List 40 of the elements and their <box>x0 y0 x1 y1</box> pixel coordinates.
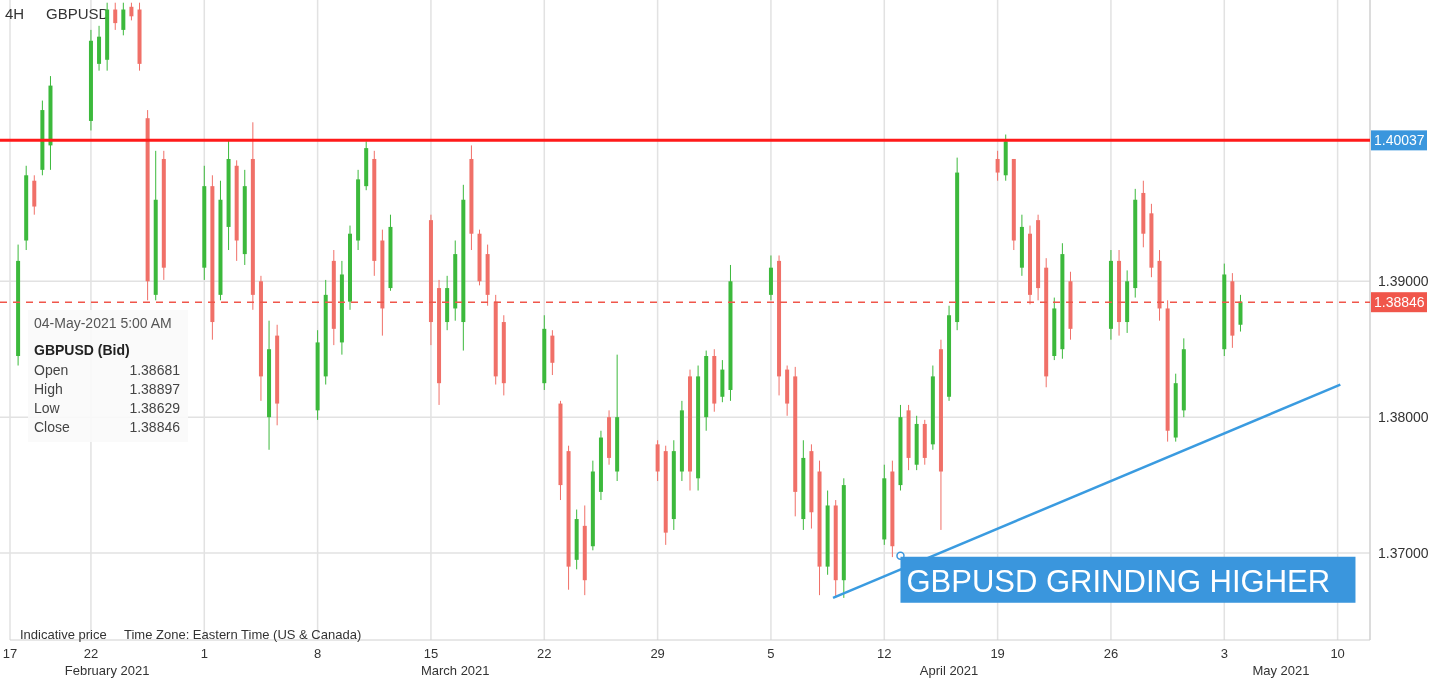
x-tick-label: 12 <box>877 646 892 661</box>
x-tick-label: 1 <box>200 646 208 661</box>
annotation: Close <box>34 419 71 435</box>
x-tick-label: 26 <box>1103 646 1119 661</box>
x-tick-label: 17 <box>2 646 18 661</box>
annotation: Low <box>34 400 61 416</box>
candlestick <box>113 2 118 31</box>
candlestick <box>1238 294 1243 333</box>
annotation: Time Zone: Eastern Time (US & Canada) <box>124 627 362 642</box>
text: May 2021 <box>1252 663 1310 678</box>
x-tick-label: 15 <box>423 646 439 661</box>
x-tick-label: 29 <box>650 646 665 661</box>
x-tick-label: 10 <box>1330 646 1345 661</box>
ref-line-label: 1.40037 <box>1374 132 1425 149</box>
annotation: GBPUSD (Bid) <box>34 342 130 358</box>
y-tick-label: 1.39000 <box>1378 273 1429 290</box>
annotation: 1.38629 <box>129 400 181 416</box>
ref-line-label: 1.38846 <box>1374 294 1425 311</box>
annotation: 04-May-2021 5:00 AM <box>34 315 172 331</box>
text: February 2021 <box>64 663 150 678</box>
text: April 2021 <box>919 663 979 678</box>
x-tick-label: 22 <box>537 646 552 661</box>
candlestick <box>995 150 1000 182</box>
x-tick-label: 19 <box>990 646 1005 661</box>
annotation: Open <box>34 362 69 378</box>
x-tick-label: 5 <box>767 646 775 661</box>
annotation: High <box>34 381 63 397</box>
y-tick-label: 1.38000 <box>1378 409 1429 426</box>
chart-title: 4H <box>5 5 25 22</box>
annotation: Indicative price <box>20 627 107 642</box>
annotation: 1.38681 <box>129 362 181 378</box>
x-tick-label: 22 <box>83 646 99 661</box>
x-tick-label: 3 <box>1220 646 1228 661</box>
annotation: 1.38897 <box>129 381 181 397</box>
annotation: GBPUSD GRINDING HIGHER <box>906 563 1331 599</box>
annotation: 1.38846 <box>129 419 181 435</box>
candlestick <box>121 2 126 36</box>
x-tick-label: 8 <box>314 646 322 661</box>
text: March 2021 <box>420 663 490 678</box>
y-tick-label: 1.37000 <box>1378 545 1429 562</box>
